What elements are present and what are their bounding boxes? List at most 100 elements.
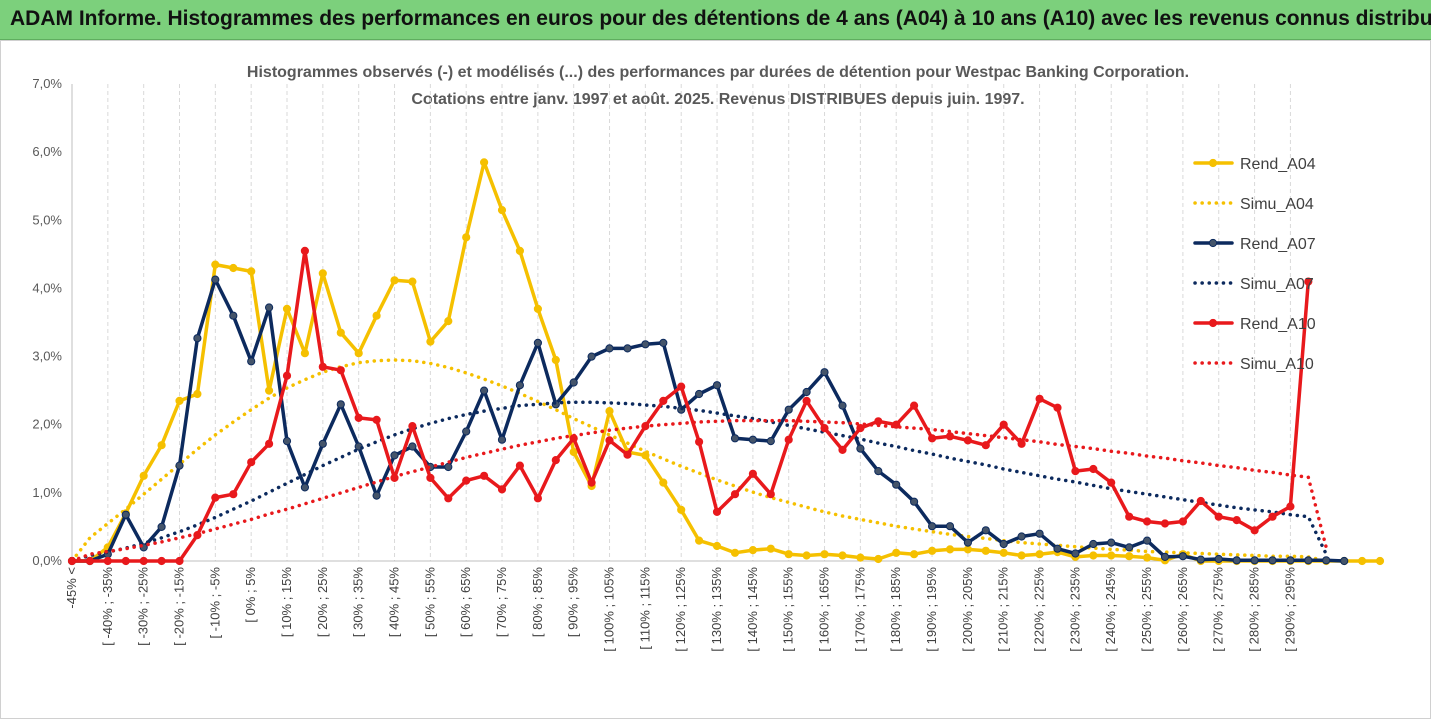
data-point [462,476,471,485]
x-tick-label: [ 60% ; 65% [458,567,473,638]
data-point [910,497,919,506]
data-point [354,413,363,422]
banner: ADAM Informe. Histogrammes des performan… [0,0,1431,40]
chart-title-line-2: Cotations entre janv. 1997 et août. 2025… [411,91,1024,108]
data-point [1053,544,1062,553]
banner-title: ADAM Informe. Histogrammes des performan… [10,7,1431,30]
x-tick-label: [ 230% ; 235% [1067,567,1082,652]
data-point [551,456,560,465]
data-point [820,424,829,433]
data-point [784,435,793,444]
data-point [247,267,256,276]
data-point [677,382,686,391]
data-point [462,427,471,436]
x-tick-label: [ 10% ; 15% [279,567,294,638]
data-point [1160,519,1170,528]
legend-label: Simu_A10 [1240,356,1314,373]
data-point [712,507,722,516]
data-point [300,349,309,358]
data-point [193,389,202,399]
data-point [1089,539,1098,549]
x-tick-label: [ 220% ; 225% [1032,567,1047,652]
x-tick-label: [ 260% ; 265% [1175,567,1190,652]
data-point [874,554,883,564]
x-tick-label: [ -30% ; -25% [136,567,151,646]
data-point [1143,536,1152,545]
data-point [193,334,202,343]
data-point [766,490,775,499]
data-point [211,493,220,502]
series-Rend_A10 [67,246,1313,566]
data-point [480,471,489,480]
x-tick-label: [ 170% ; 175% [852,567,867,652]
data-point [175,556,184,566]
legend-label: Rend_A07 [1240,236,1316,253]
x-tick-label: [ 190% ; 195% [924,567,939,652]
data-point [1268,556,1277,565]
data-point [1178,517,1188,526]
data-point [856,553,865,562]
data-point [659,478,668,487]
data-point [587,478,596,487]
x-tick-label: [ 110% ; 115% [637,567,652,650]
data-point [856,424,865,433]
data-point [1143,553,1152,562]
data-point [497,435,507,444]
data-point [999,539,1008,549]
data-point [515,246,525,255]
legend: Rend_A04 Simu_A04 Rend_A07 Simu_A07 Rend_A10… [1193,156,1316,373]
data-point [157,556,166,566]
data-point [515,381,525,390]
data-point [874,467,883,476]
data-point [1232,556,1241,565]
data-point [1304,556,1313,565]
legend-marker [1208,318,1218,328]
data-point [695,389,704,399]
x-tick-label: [ 130% ; 135% [709,567,724,652]
data-point [569,447,578,457]
series-group [67,158,1385,566]
data-point [1089,464,1098,474]
data-point [1322,556,1331,565]
x-tick-label: [ 250% ; 255% [1139,567,1154,652]
data-point [282,437,292,446]
data-point [318,269,327,278]
data-point [390,276,399,285]
data-point [497,206,507,215]
data-point [999,420,1008,429]
data-point [928,434,937,443]
data-point [265,439,274,448]
data-point [569,378,578,387]
data-point [426,473,435,482]
x-tick-label: [ 120% ; 125% [673,567,688,652]
data-point [1160,552,1170,562]
data-point [1035,394,1044,403]
data-point [1125,512,1134,521]
x-tick-label: [ 100% ; 105% [602,567,617,652]
data-point [945,545,955,554]
data-point [139,471,148,480]
x-tick-label: [ -20% ; -15% [172,567,187,646]
data-point [480,386,489,395]
data-point [533,338,543,347]
data-point [300,246,309,255]
x-tick-label: [ 70% ; 75% [494,567,509,638]
data-point [121,510,130,519]
x-tick-label: [ 40% ; 45% [387,567,402,638]
y-tick-label: 6,0% [32,144,62,159]
legend-label: Simu_A07 [1240,276,1314,293]
data-point [623,344,632,353]
x-tick-label: [ 140% ; 145% [745,567,760,652]
x-tick-label: [ -10% ; -5% [207,567,222,639]
y-tick-label: 1,0% [32,485,62,500]
data-point [372,311,381,320]
legend-item-Rend_A04: Rend_A04 [1193,156,1316,173]
data-point [605,407,614,416]
data-point [910,550,919,559]
y-tick-label: 3,0% [32,349,62,364]
data-point [139,556,148,566]
data-point [856,444,865,453]
data-point [282,371,292,380]
data-point [247,357,256,366]
y-tick-label: 4,0% [32,280,62,295]
